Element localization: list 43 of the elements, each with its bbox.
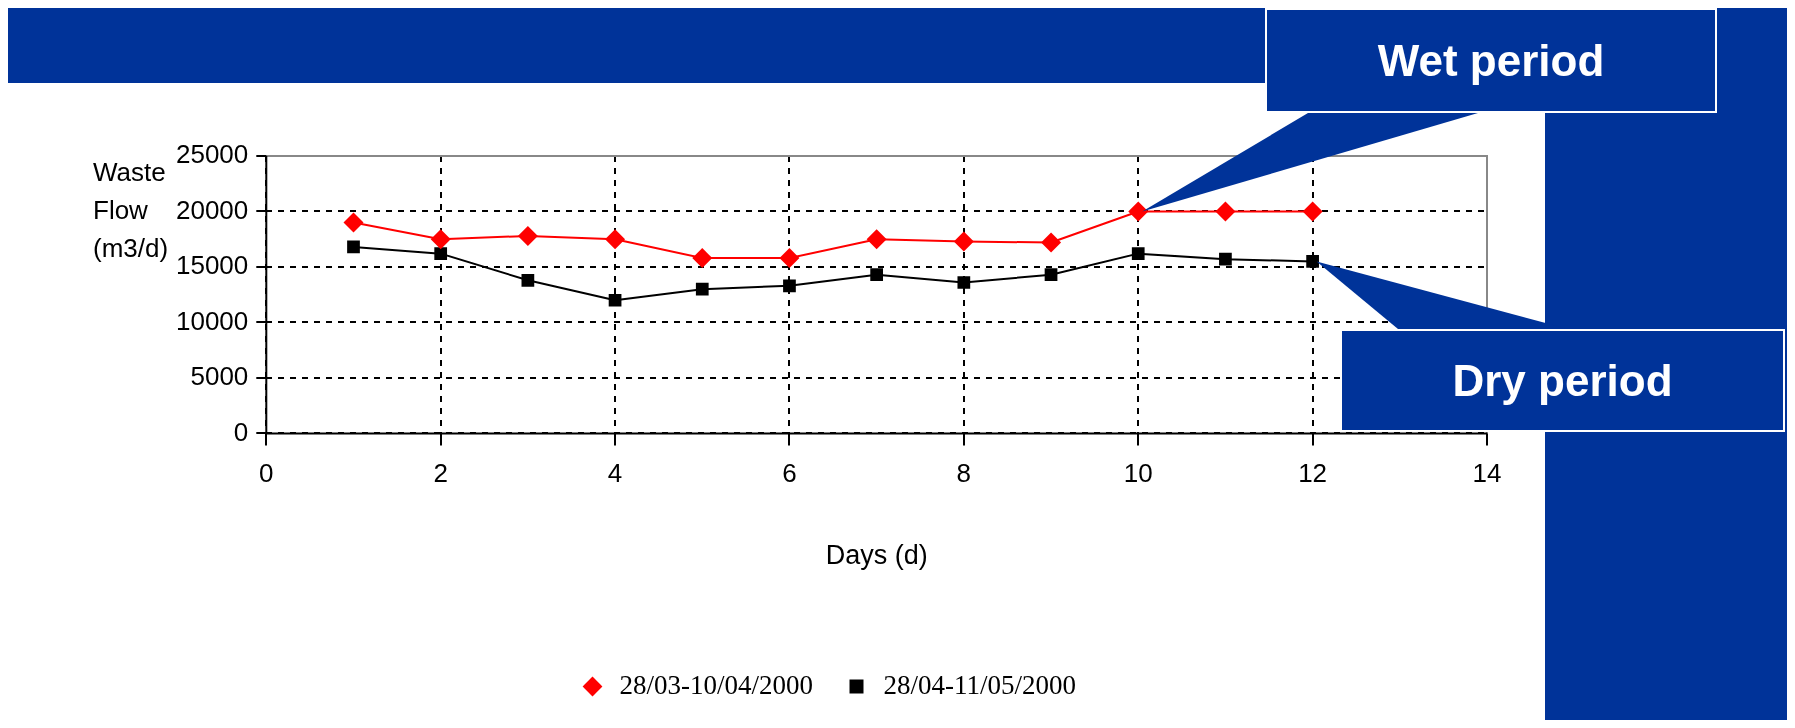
point: [953, 231, 974, 252]
point: [1215, 201, 1236, 222]
point: [517, 225, 538, 246]
point: [1219, 252, 1232, 266]
y-tick-label: 15000: [175, 250, 249, 281]
x-tick-label: 14: [1472, 458, 1502, 489]
x-tick-label: 6: [782, 458, 797, 489]
point: [1044, 268, 1058, 282]
legend-label: 28/03-10/04/2000: [619, 669, 814, 700]
point: [605, 229, 626, 250]
point: [866, 229, 887, 250]
point: [957, 276, 971, 289]
x-tick-label: 10: [1123, 458, 1153, 489]
y-tick-label: 0: [233, 416, 249, 447]
point: [1306, 255, 1319, 268]
point: [343, 212, 364, 233]
y-axis-title: Waste Flow (m3/d): [93, 157, 169, 263]
y-tick-label: 25000: [175, 139, 249, 170]
point: [1302, 201, 1323, 222]
point: [608, 293, 622, 307]
point: [695, 282, 709, 296]
point: [1131, 247, 1145, 261]
y-tick-label: 5000: [190, 361, 249, 392]
point: [434, 247, 448, 261]
point: [1041, 232, 1062, 253]
x-axis-title: Days (d): [825, 540, 928, 571]
point: [430, 229, 451, 250]
callout-box: Wet period: [1265, 8, 1717, 113]
point: [1128, 201, 1149, 222]
x-tick-label: 12: [1298, 458, 1328, 489]
x-tick-label: 0: [259, 458, 274, 489]
point: [692, 248, 713, 269]
legend-label: 28/04-11/05/2000: [883, 669, 1076, 700]
x-tick-label: 4: [607, 458, 623, 489]
point: [347, 240, 360, 254]
point: [779, 248, 800, 269]
point: [521, 273, 535, 287]
point: [783, 279, 796, 293]
y-tick-label: 10000: [175, 305, 249, 336]
point: [870, 268, 884, 282]
x-tick-label: 2: [433, 458, 448, 489]
x-tick-label: 8: [956, 458, 972, 489]
y-tick-label: 20000: [175, 194, 249, 225]
